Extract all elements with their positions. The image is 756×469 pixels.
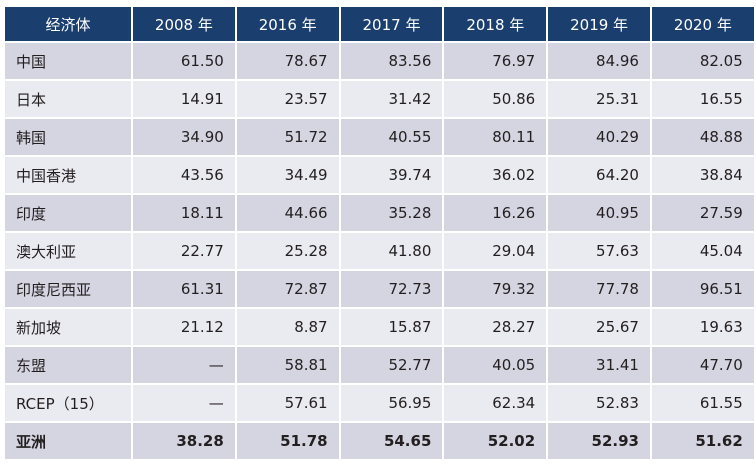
value-cell: 61.55 [649,383,756,423]
value-cell: 57.63 [546,231,652,271]
value-cell: 8.87 [234,307,341,347]
header-year-2016: 2016 年 [234,5,341,43]
value-cell: 50.86 [442,79,549,119]
value-cell: 76.97 [442,41,549,81]
value-cell: 40.95 [546,193,652,233]
value-cell: 82.05 [649,41,756,81]
value-cell: 77.78 [546,269,652,309]
value-cell: 19.63 [649,307,756,347]
value-cell: 34.49 [234,155,341,195]
value-cell: 14.91 [131,79,237,119]
economy-name-cell: RCEP（15） [3,383,133,423]
header-row: 经济体 2008 年 2016 年 2017 年 2018 年 2019 年 2… [3,5,756,43]
value-cell: 52.83 [546,383,652,423]
value-cell: 44.66 [234,193,341,233]
value-cell: 35.28 [338,193,445,233]
table-row: 新加坡 21.12 8.87 15.87 28.27 25.67 19.63 [3,307,756,347]
table-row: 中国香港 43.56 34.49 39.74 36.02 64.20 38.84 [3,155,756,195]
economy-name-cell: 印度 [3,193,133,233]
value-cell: 16.55 [649,79,756,119]
value-cell: 25.28 [234,231,341,271]
value-cell: 51.62 [649,421,756,461]
value-cell: 52.02 [442,421,549,461]
value-cell: 72.87 [234,269,341,309]
economy-name-cell: 日本 [3,79,133,119]
value-cell: 15.87 [338,307,445,347]
value-cell: 38.28 [131,421,237,461]
table-row: 韩国 34.90 51.72 40.55 80.11 40.29 48.88 [3,117,756,157]
value-cell: 96.51 [649,269,756,309]
value-cell: 84.96 [546,41,652,81]
value-cell: 28.27 [442,307,549,347]
value-cell: 48.88 [649,117,756,157]
economy-name-cell: 印度尼西亚 [3,269,133,309]
economy-name-cell: 新加坡 [3,307,133,347]
value-cell: 40.55 [338,117,445,157]
value-cell: 51.72 [234,117,341,157]
value-cell: 78.67 [234,41,341,81]
economy-name-cell: 亚洲 [3,421,133,461]
value-cell: 36.02 [442,155,549,195]
value-cell: 16.26 [442,193,549,233]
header-year-2018: 2018 年 [442,5,549,43]
value-cell: 31.42 [338,79,445,119]
value-cell: 45.04 [649,231,756,271]
value-cell: 23.57 [234,79,341,119]
value-cell: 27.59 [649,193,756,233]
value-cell: 79.32 [442,269,549,309]
value-cell: 72.73 [338,269,445,309]
value-cell: — [131,345,237,385]
value-cell: 22.77 [131,231,237,271]
value-cell: 43.56 [131,155,237,195]
value-cell: 61.50 [131,41,237,81]
table-row: 澳大利亚 22.77 25.28 41.80 29.04 57.63 45.04 [3,231,756,271]
value-cell: 64.20 [546,155,652,195]
economy-name-cell: 中国香港 [3,155,133,195]
header-economy: 经济体 [3,5,133,43]
header-year-2017: 2017 年 [338,5,445,43]
value-cell: 57.61 [234,383,341,423]
value-cell: — [131,383,237,423]
value-cell: 83.56 [338,41,445,81]
value-cell: 51.78 [234,421,341,461]
value-cell: 56.95 [338,383,445,423]
value-cell: 25.31 [546,79,652,119]
table-row: RCEP（15） —57.61 56.95 62.34 52.83 61.55 [3,383,756,423]
header-year-2019: 2019 年 [546,5,652,43]
header-year-2020: 2020 年 [649,5,756,43]
economy-name-cell: 东盟 [3,345,133,385]
value-cell: 40.29 [546,117,652,157]
value-cell: 34.90 [131,117,237,157]
table-row: 日本 14.91 23.57 31.42 50.86 25.31 16.55 [3,79,756,119]
table-row: 亚洲 38.28 51.78 54.65 52.02 52.93 51.62 [3,421,756,461]
value-cell: 40.05 [442,345,549,385]
economy-name-cell: 澳大利亚 [3,231,133,271]
table-row: 东盟 —58.81 52.77 40.05 31.41 47.70 [3,345,756,385]
economy-data-table: 经济体 2008 年 2016 年 2017 年 2018 年 2019 年 2… [3,5,756,461]
value-cell: 61.31 [131,269,237,309]
value-cell: 29.04 [442,231,549,271]
value-cell: 62.34 [442,383,549,423]
table-row: 印度尼西亚 61.31 72.87 72.73 79.32 77.78 96.51 [3,269,756,309]
value-cell: 80.11 [442,117,549,157]
table-row: 印度 18.11 44.66 35.28 16.26 40.95 27.59 [3,193,756,233]
table-row: 中国 61.50 78.67 83.56 76.97 84.96 82.05 [3,41,756,81]
value-cell: 41.80 [338,231,445,271]
header-year-2008: 2008 年 [131,5,237,43]
value-cell: 25.67 [546,307,652,347]
value-cell: 54.65 [338,421,445,461]
value-cell: 18.11 [131,193,237,233]
value-cell: 39.74 [338,155,445,195]
economy-name-cell: 韩国 [3,117,133,157]
value-cell: 52.77 [338,345,445,385]
value-cell: 38.84 [649,155,756,195]
value-cell: 21.12 [131,307,237,347]
value-cell: 58.81 [234,345,341,385]
economy-name-cell: 中国 [3,41,133,81]
value-cell: 47.70 [649,345,756,385]
value-cell: 31.41 [546,345,652,385]
value-cell: 52.93 [546,421,652,461]
